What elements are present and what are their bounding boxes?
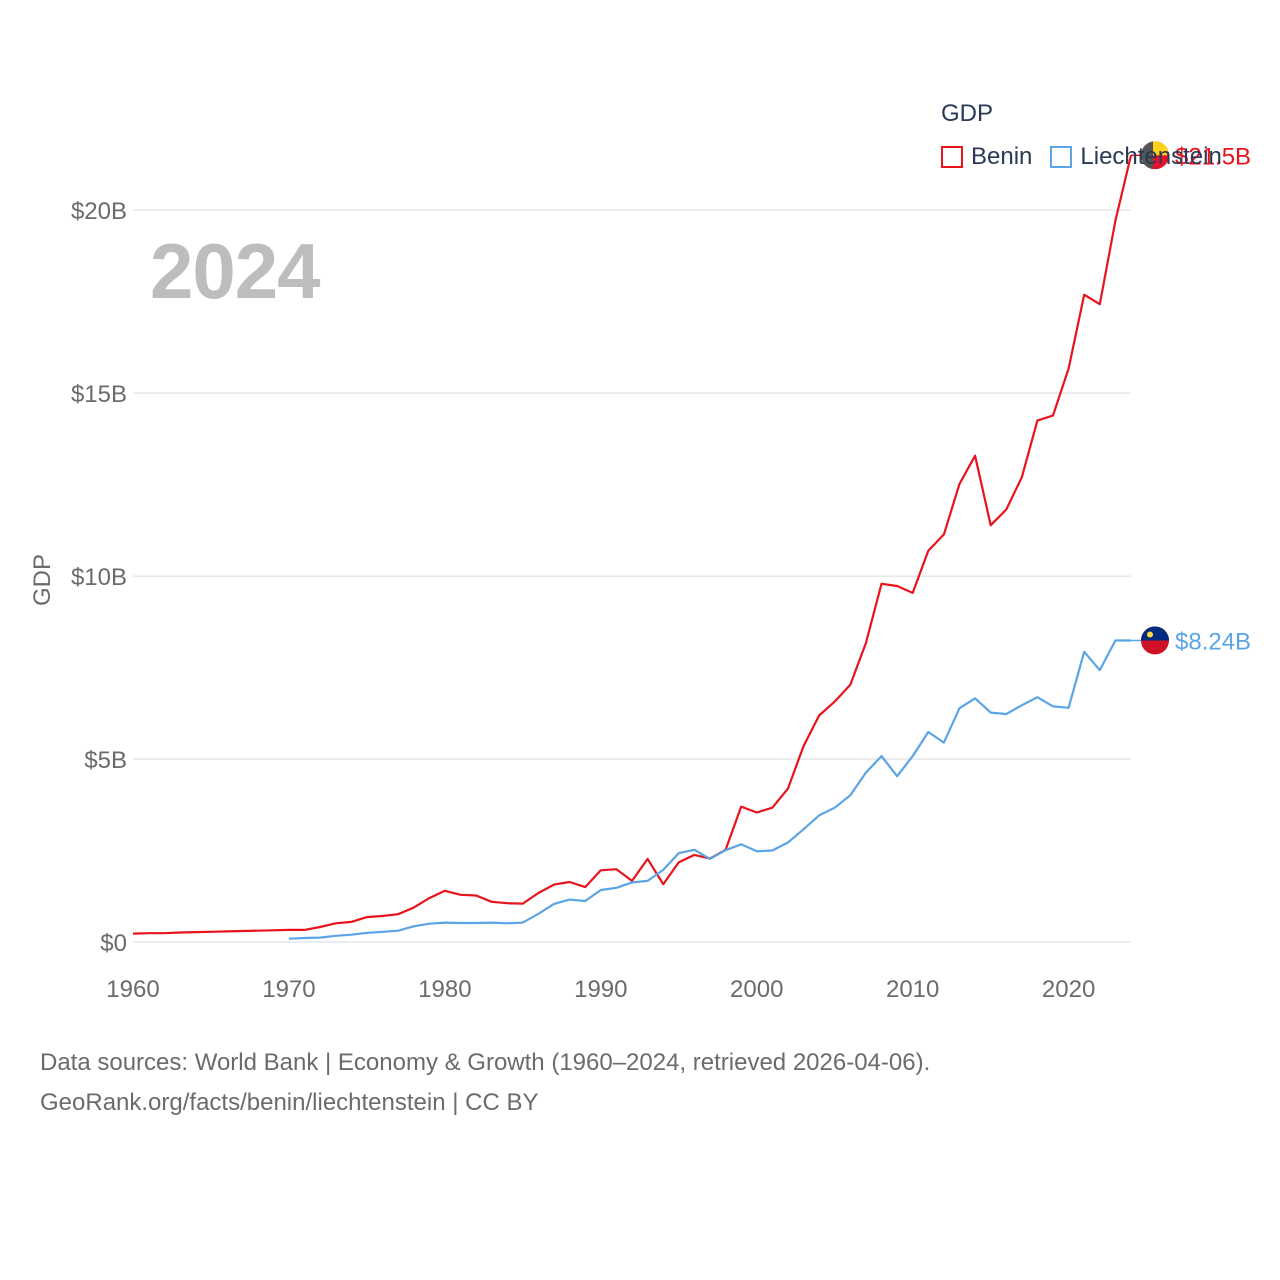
x-tick-label: 2020	[1042, 976, 1095, 1003]
x-tick-label: 1990	[574, 976, 627, 1003]
flag-icon-liechtenstein	[1141, 626, 1169, 655]
y-tick-label: $0	[100, 930, 127, 957]
end-value-label-liechtenstein: $8.24B	[1175, 628, 1251, 655]
x-axis-ticks: 1960 1970 1980 1990 2000 2010 2020	[106, 976, 1095, 1003]
end-value-label-benin: $21.5B	[1175, 143, 1251, 170]
y-axis-label: GDP	[29, 554, 56, 606]
x-tick-label: 1970	[262, 976, 315, 1003]
footer: Data sources: World Bank | Economy & Gro…	[40, 1043, 930, 1123]
x-tick-label: 2010	[886, 976, 939, 1003]
legend-title: GDP	[941, 100, 994, 127]
series-line-liechtenstein	[288, 639, 1131, 940]
legend-swatch-liechtenstein	[1050, 146, 1073, 168]
legend-label-benin: Benin	[971, 143, 1033, 170]
x-tick-label: 1980	[418, 976, 471, 1003]
legend-swatch-benin	[941, 146, 963, 168]
x-tick-label: 1960	[106, 976, 159, 1003]
y-tick-label: $5B	[84, 747, 127, 774]
legend-item-liechtenstein[interactable]: Liechtenstein	[1050, 143, 1222, 171]
x-tick-label: 2000	[730, 976, 783, 1003]
end-markers: $21.5B $8.24B	[1131, 141, 1251, 655]
y-tick-label: $15B	[71, 381, 127, 408]
source-line: Data sources: World Bank | Economy & Gro…	[40, 1049, 931, 1076]
legend-item-benin[interactable]: Benin	[941, 143, 1032, 171]
y-tick-label: $10B	[71, 564, 127, 591]
legend: Benin Liechtenstein	[941, 143, 1240, 171]
y-axis-ticks: $0 $5B $10B $15B $20B	[71, 198, 127, 957]
url-line[interactable]: GeoRank.org/facts/benin/liechtenstein | …	[40, 1089, 539, 1116]
grid	[133, 209, 1131, 943]
y-tick-label: $20B	[71, 198, 127, 225]
year-label: 2024	[150, 227, 321, 315]
flag-icon-benin	[1141, 141, 1169, 170]
legend-label-liechtenstein: Liechtenstein	[1080, 143, 1222, 170]
series-line-benin	[132, 155, 1133, 935]
series-lines	[132, 155, 1133, 940]
